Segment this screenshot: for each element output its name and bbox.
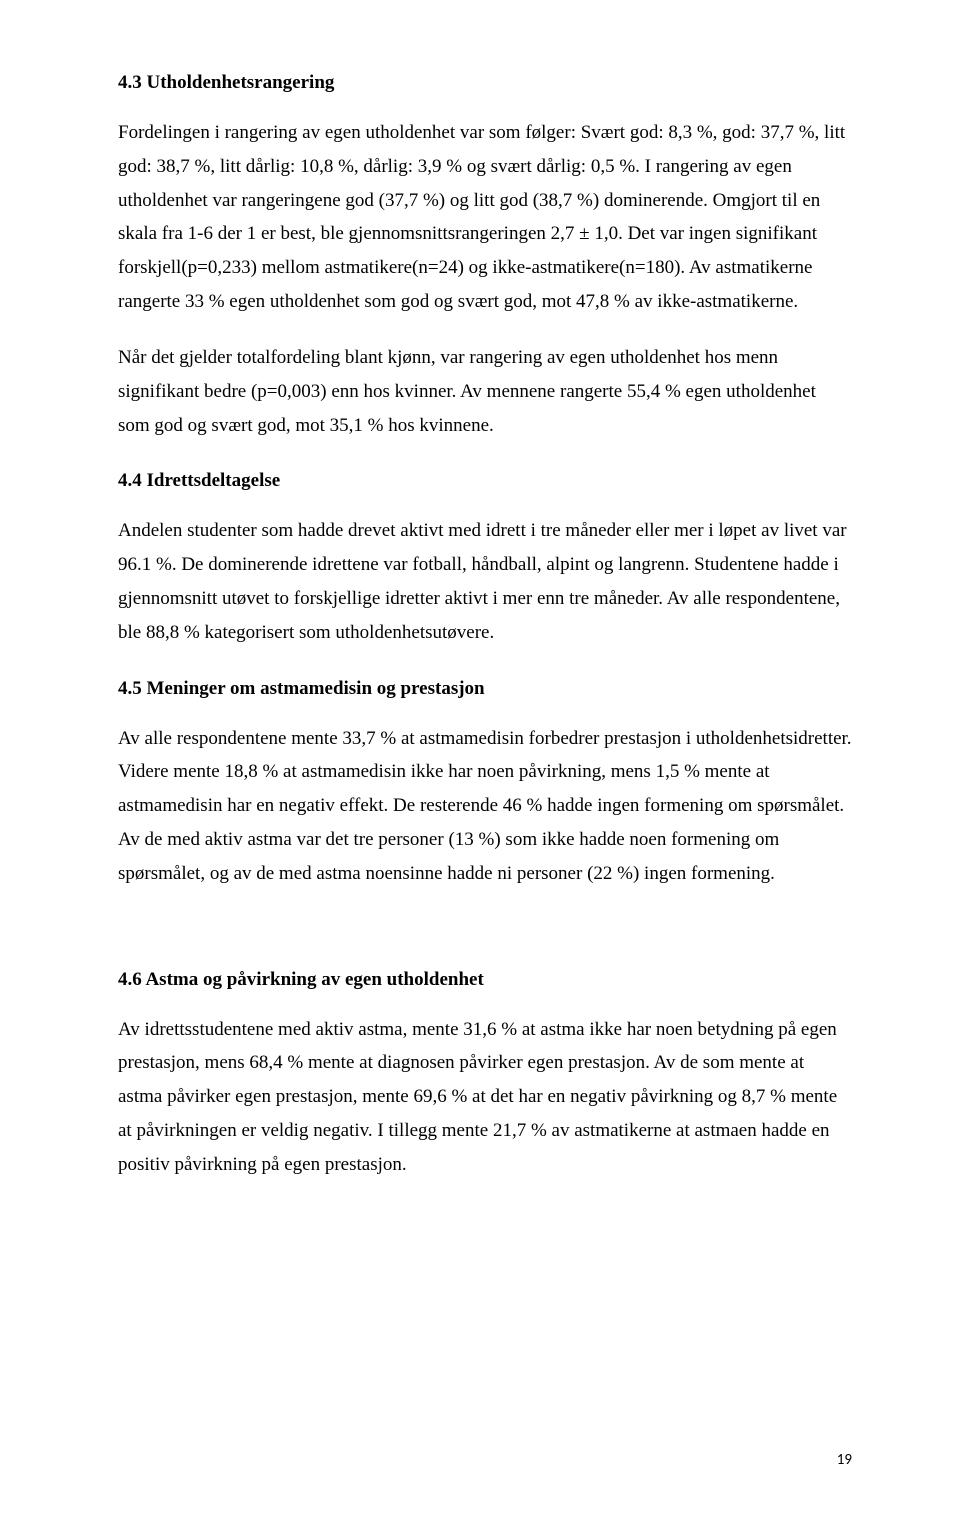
paragraph-43-1: Fordelingen i rangering av egen utholden…: [118, 116, 852, 319]
paragraph-45-1: Av alle respondentene mente 33,7 % at as…: [118, 722, 852, 891]
paragraph-46-1: Av idrettsstudentene med aktiv astma, me…: [118, 1013, 852, 1182]
section-spacer: [118, 913, 852, 941]
section-heading-43: 4.3 Utholdenhetsrangering: [118, 72, 852, 94]
paragraph-44-1: Andelen studenter som hadde drevet aktiv…: [118, 514, 852, 649]
section-heading-46: 4.6 Astma og påvirkning av egen utholden…: [118, 969, 852, 991]
page-number: 19: [837, 1451, 852, 1469]
paragraph-43-2: Når det gjelder totalfordeling blant kjø…: [118, 341, 852, 442]
section-heading-45: 4.5 Meninger om astmamedisin og prestasj…: [118, 678, 852, 700]
section-heading-44: 4.4 Idrettsdeltagelse: [118, 470, 852, 492]
document-page: 4.3 Utholdenhetsrangering Fordelingen i …: [118, 72, 852, 1182]
